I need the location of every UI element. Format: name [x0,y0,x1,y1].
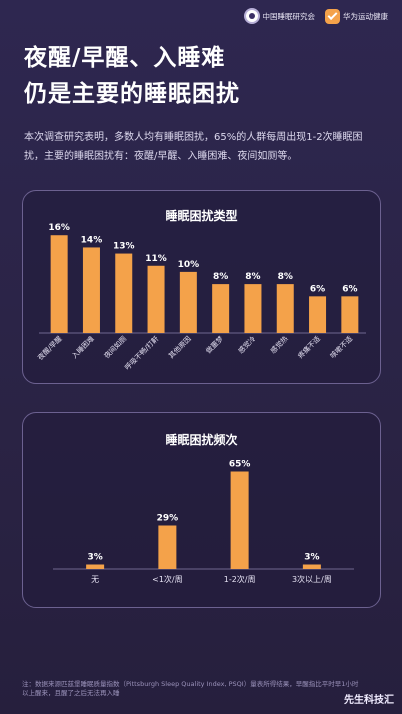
bar [86,564,105,569]
sleep-problem-types-card: 睡眠困扰类型 16% 夜醒/早醒 14% 入睡困难 13% 夜间如厕 11% 呼吸不畅/打鼾 1… [22,190,381,384]
sleep-problem-frequency-chart: 3% 无 29% <1次/周 65% 1-2次/周 3% 3次以上/周 [53,460,354,584]
data-label: 29% [157,514,179,524]
bar [276,284,294,333]
category-label: 感觉热 [268,334,289,355]
category-label: 1-2次/周 [224,574,256,584]
category-label: <1次/周 [152,574,183,584]
data-label: 13% [113,242,135,252]
category-label: 咳嗽不适 [328,334,354,360]
category-label: 3次以上/周 [292,574,332,584]
bar [309,296,327,333]
data-label: 6% [342,284,357,294]
chart-title: 睡眠困扰频次 [165,433,238,447]
bar [244,284,262,333]
huawei-health-logo: 华为运动健康 [325,8,388,24]
data-label: 10% [178,260,200,270]
bar [115,253,133,333]
watermark: 先生科技汇 [344,695,394,706]
data-label: 6% [310,284,325,294]
bar [147,265,165,333]
category-label: 夜醒/早醒 [36,334,64,362]
intro-paragraph: 本次调查研究表明，多数人均有睡眠困扰，65%的人群每周出现1-2次睡眠困扰，主要… [24,132,363,162]
sleep-society-logo: 中国睡眠研究会 [243,8,316,24]
bar [302,564,321,569]
title-line-1: 夜醒/早醒、入睡难 [24,45,226,71]
data-label: 8% [213,272,228,282]
data-label: 8% [245,272,260,282]
bar [82,247,100,333]
category-label: 疼痛不适 [296,334,322,360]
category-label: 无 [91,575,99,584]
bar [341,296,359,333]
sleep-society-emblem-icon [243,8,260,24]
bar [212,284,230,333]
category-label: 其他原因 [167,334,193,360]
sleep-problem-frequency-card: 睡眠困扰频次 3% 无 29% <1次/周 65% 1-2次/周 3% 3次以上/周 [22,412,381,608]
page-title: 夜醒/早醒、入睡难 仍是主要的睡眠困扰 [24,40,240,112]
sleep-society-name: 中国睡眠研究会 [262,11,316,21]
bar [230,471,249,569]
data-label: 3% [304,553,319,563]
title-line-2: 仍是主要的睡眠困扰 [24,81,240,107]
bar [158,525,177,569]
category-label: 夜间如厕 [102,334,128,360]
category-label: 呼吸不畅/打鼾 [123,334,161,372]
category-label: 感觉冷 [236,334,257,355]
data-label: 8% [278,272,293,282]
bar [179,271,197,333]
huawei-health-app-icon [325,8,340,24]
category-label: 做噩梦 [204,334,225,355]
footnote: 注：数据来源匹兹堡睡眠质量指数（Pittsburgh Sleep Quality… [22,680,359,697]
category-label: 入睡困难 [70,334,96,360]
header-logos: 中国睡眠研究会 华为运动健康 [243,8,388,24]
huawei-health-name: 华为运动健康 [343,11,388,21]
bar [50,235,68,333]
data-label: 3% [87,553,102,563]
data-label: 14% [81,235,103,245]
chart-title: 睡眠困扰类型 [165,209,238,223]
data-label: 16% [48,223,70,233]
data-label: 11% [145,254,167,264]
data-label: 65% [229,460,251,470]
sleep-problem-types-chart: 16% 夜醒/早醒 14% 入睡困难 13% 夜间如厕 11% 呼吸不畅/打鼾 10% 其他原因 8… [36,223,366,372]
